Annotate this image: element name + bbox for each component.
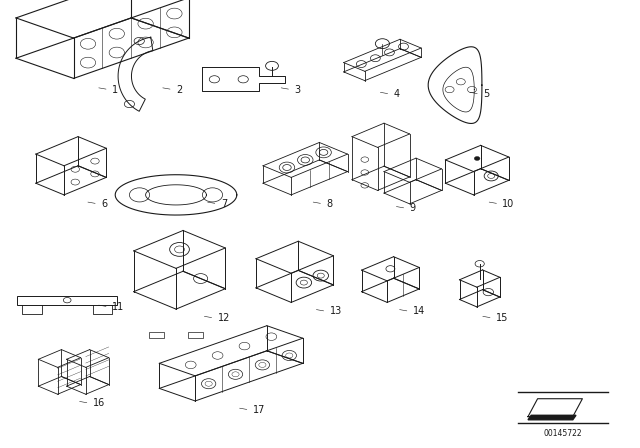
Text: 13: 13 (330, 306, 342, 316)
Text: 16: 16 (93, 398, 105, 408)
Text: 6: 6 (101, 199, 108, 209)
Text: 8: 8 (326, 199, 333, 209)
Text: 3: 3 (294, 85, 301, 95)
Text: 14: 14 (413, 306, 425, 316)
Text: 9: 9 (410, 203, 416, 213)
Text: 4: 4 (394, 89, 400, 99)
Text: 00145722: 00145722 (544, 429, 582, 438)
Text: 10: 10 (502, 199, 515, 209)
Text: 12: 12 (218, 313, 230, 323)
Text: 1: 1 (112, 85, 118, 95)
Text: 7: 7 (221, 199, 227, 209)
Text: 17: 17 (253, 405, 265, 415)
Text: 5: 5 (483, 89, 490, 99)
Polygon shape (528, 415, 576, 420)
Text: 15: 15 (496, 313, 508, 323)
Text: 11: 11 (112, 302, 124, 312)
Circle shape (474, 156, 480, 160)
Text: 2: 2 (176, 85, 182, 95)
